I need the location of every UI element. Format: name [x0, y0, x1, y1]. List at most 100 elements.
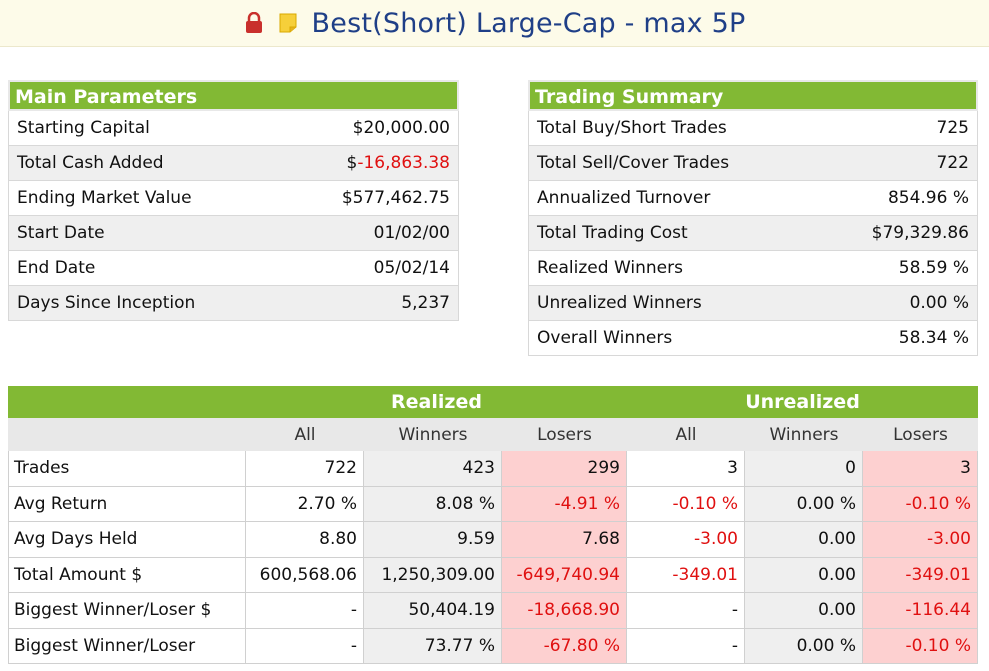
parameter-row: Days Since Inception 5,237: [8, 286, 459, 321]
summary-value: $79,329.86: [871, 223, 969, 243]
summary-value: 58.59 %: [898, 258, 969, 278]
stats-cell: -0.10 %: [863, 628, 978, 664]
summary-value: 854.96 %: [887, 188, 969, 208]
main-parameters-rows: Starting Capital $20,000.00 Total Cash Add…: [8, 111, 459, 321]
main-parameters-panel: Main Parameters Starting Capital $20,000.…: [8, 80, 459, 321]
stats-row-label: Avg Return: [8, 486, 246, 522]
stats-cell: -349.01: [627, 557, 745, 593]
stats-cell: -3.00: [627, 522, 745, 558]
value-number: 5,237: [401, 293, 450, 313]
stats-row-label: Trades: [8, 451, 246, 487]
stats-cell: 8.80: [246, 522, 364, 558]
summary-row: Overall Winners 58.34 %: [528, 321, 978, 356]
stats-cell: 0.00: [745, 593, 863, 629]
parameter-label: Ending Market Value: [17, 188, 192, 208]
value-prefix: $: [346, 153, 358, 173]
value-number: 05/02/14: [373, 258, 450, 278]
value-number: 577,462.75: [352, 188, 450, 208]
stats-row-label: Total Amount $: [8, 557, 246, 593]
value-prefix: $: [341, 188, 353, 208]
stats-cell: -: [627, 593, 745, 629]
parameter-label: Start Date: [17, 223, 105, 243]
parameter-label: Starting Capital: [17, 118, 150, 138]
sub-header-row: All Winners Losers All Winners Losers: [8, 418, 978, 451]
stats-row-label: Biggest Winner/Loser $: [8, 593, 246, 629]
stats-row: Avg Days Held 8.80 9.59 7.68 -3.00 0.00 -3.00: [8, 522, 978, 558]
stats-cell: 1,250,309.00: [364, 557, 502, 593]
stats-cell: -0.10 %: [863, 486, 978, 522]
stats-cell: 600,568.06: [246, 557, 364, 593]
stats-cell: 9.59: [364, 522, 502, 558]
stats-cell: -18,668.90: [502, 593, 627, 629]
column-header: Winners: [769, 424, 839, 445]
parameter-row: Total Cash Added $-16,863.38: [8, 146, 459, 181]
stats-row: Biggest Winner/Loser $ -50,404.19 -18,668.…: [8, 593, 978, 629]
stats-cell: 0.00: [745, 557, 863, 593]
summary-value: 725: [936, 118, 969, 138]
title-bar: Best(Short) Large-Cap - max 5P: [0, 0, 989, 47]
stats-cell: -649,740.94: [502, 557, 627, 593]
parameter-value: 01/02/00: [374, 223, 450, 243]
summary-row: Total Trading Cost $79,329.86: [528, 216, 978, 251]
summary-label: Total Trading Cost: [537, 223, 688, 243]
parameter-value: 5,237: [401, 293, 450, 313]
stats-cell: -: [246, 593, 364, 629]
parameter-row: End Date 05/02/14: [8, 251, 459, 286]
unrealized-header: Unrealized: [745, 391, 860, 413]
parameter-row: Starting Capital $20,000.00: [8, 111, 459, 146]
summary-label: Realized Winners: [537, 258, 683, 278]
stats-cell: 73.77 %: [364, 628, 502, 664]
column-header: All: [294, 424, 316, 445]
column-header: All: [675, 424, 697, 445]
stats-cell: -349.01: [863, 557, 978, 593]
stats-cell: -4.91 %: [502, 486, 627, 522]
summary-value: 0.00 %: [909, 293, 969, 313]
stats-cell: 722: [246, 451, 364, 487]
group-header-row: Realized Unrealized: [8, 386, 978, 418]
summary-value: 722: [936, 153, 969, 173]
note-icon[interactable]: [278, 12, 298, 34]
parameter-row: Ending Market Value $577,462.75: [8, 181, 459, 216]
stats-cell: 2.70 %: [246, 486, 364, 522]
value-prefix: $: [352, 118, 364, 138]
stats-cell: 0.00 %: [745, 628, 863, 664]
stats-row-label: Avg Days Held: [8, 522, 246, 558]
summary-row: Total Sell/Cover Trades 722: [528, 146, 978, 181]
parameter-label: Total Cash Added: [17, 153, 164, 173]
trade-stats-table: Realized Unrealized All Winners Losers All W…: [8, 386, 978, 664]
column-header: Losers: [537, 424, 592, 445]
stats-row-label: Biggest Winner/Loser: [8, 628, 246, 664]
lock-icon[interactable]: [244, 11, 264, 34]
stats-cell: 0.00 %: [745, 486, 863, 522]
parameter-label: End Date: [17, 258, 96, 278]
realized-header: Realized: [391, 391, 482, 413]
value-number: 20,000.00: [363, 118, 450, 138]
column-header: Winners: [398, 424, 468, 445]
summary-row: Annualized Turnover 854.96 %: [528, 181, 978, 216]
parameter-row: Start Date 01/02/00: [8, 216, 459, 251]
summary-label: Annualized Turnover: [537, 188, 711, 208]
parameter-value: $577,462.75: [342, 188, 450, 208]
stats-rows: Trades 722 423 299 3 0 3 Avg Return 2.70 % 8.08 %…: [8, 451, 978, 664]
stats-row: Trades 722 423 299 3 0 3: [8, 451, 978, 487]
stats-cell: -3.00: [863, 522, 978, 558]
summary-value: 58.34 %: [898, 328, 969, 348]
stats-row: Biggest Winner/Loser -73.77 % -67.80 % -0.0…: [8, 628, 978, 664]
stats-cell: 0.00: [745, 522, 863, 558]
stats-cell: 7.68: [502, 522, 627, 558]
summary-label: Total Sell/Cover Trades: [537, 153, 730, 173]
stats-cell: 50,404.19: [364, 593, 502, 629]
stats-cell: -0.10 %: [627, 486, 745, 522]
value-number: -16,863.38: [357, 153, 450, 173]
trading-summary-rows: Total Buy/Short Trades 725 Total Sell/Cove…: [528, 111, 978, 356]
parameter-label: Days Since Inception: [17, 293, 196, 313]
value-number: 01/02/00: [373, 223, 450, 243]
summary-row: Total Buy/Short Trades 725: [528, 111, 978, 146]
parameter-value: $20,000.00: [353, 118, 450, 138]
page-title: Best(Short) Large-Cap - max 5P: [311, 7, 746, 39]
parameter-value: $-16,863.38: [347, 153, 450, 173]
trading-summary-panel: Trading Summary Total Buy/Short Trades 72…: [528, 80, 978, 356]
summary-row: Realized Winners 58.59 %: [528, 251, 978, 286]
stats-cell: 3: [627, 451, 745, 487]
stats-cell: 3: [863, 451, 978, 487]
